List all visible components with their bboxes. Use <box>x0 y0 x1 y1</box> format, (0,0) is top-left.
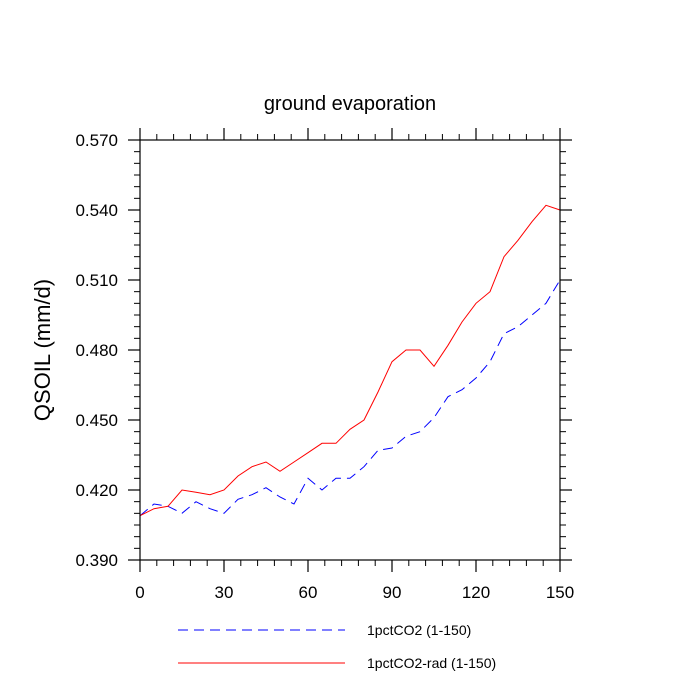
y-axis-label: QSOIL (mm/d) <box>30 279 55 421</box>
y-tick-label: 0.390 <box>75 551 118 570</box>
y-tick-label: 0.480 <box>75 341 118 360</box>
y-tick-label: 0.510 <box>75 271 118 290</box>
series-line-1 <box>139 279 561 517</box>
y-tick-label: 0.570 <box>75 131 118 150</box>
x-tick-label: 150 <box>546 583 574 602</box>
x-tick-label: 90 <box>383 583 402 602</box>
chart-title: ground evaporation <box>264 93 436 115</box>
series-line-2 <box>139 204 561 517</box>
y-tick-label: 0.540 <box>75 201 118 220</box>
x-tick-label: 120 <box>462 583 490 602</box>
x-tick-label: 60 <box>299 583 318 602</box>
series-layer <box>139 204 561 517</box>
axes: 0 30 60 90 120 150 0.390 0.420 0.450 0.480 0.510 0.… <box>75 128 574 602</box>
x-tick-label: 0 <box>135 583 144 602</box>
y-tick-label: 0.450 <box>75 411 118 430</box>
legend-label-2: 1pctCO2-rad (1-150) <box>367 655 496 671</box>
plot-frame <box>139 139 561 561</box>
legend: 1pctCO2 (1-150) 1pctCO2-rad (1-150) <box>178 622 496 671</box>
legend-label-1: 1pctCO2 (1-150) <box>367 622 471 638</box>
x-tick-label: 30 <box>215 583 234 602</box>
y-tick-label: 0.420 <box>75 481 118 500</box>
